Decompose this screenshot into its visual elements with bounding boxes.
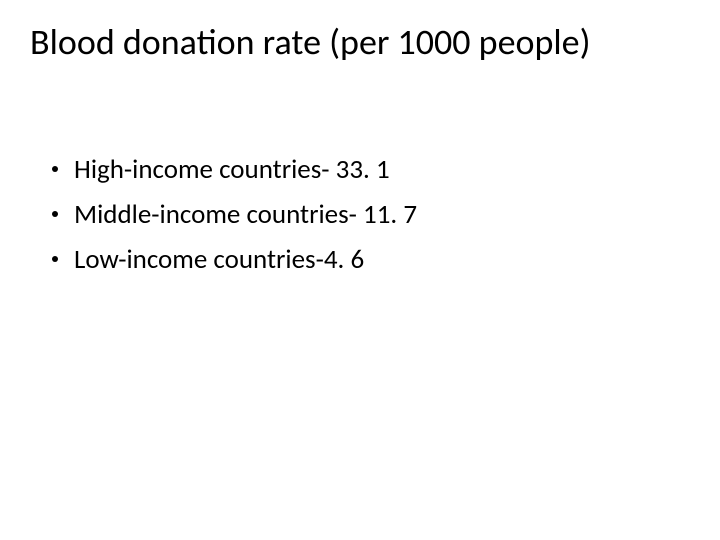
bullet-icon <box>52 166 58 172</box>
list-item: Low-income countries-4. 6 <box>52 240 680 279</box>
bullet-text: High-income countries- 33. 1 <box>74 150 680 189</box>
slide: Blood donation rate (per 1000 people) Hi… <box>0 0 720 540</box>
bullet-text: Middle-income countries- 11. 7 <box>74 195 680 234</box>
slide-title: Blood donation rate (per 1000 people) <box>30 22 690 63</box>
bullet-icon <box>52 211 58 217</box>
list-item: Middle-income countries- 11. 7 <box>52 195 680 234</box>
list-item: High-income countries- 33. 1 <box>52 150 680 189</box>
bullet-text: Low-income countries-4. 6 <box>74 240 680 279</box>
slide-body: High-income countries- 33. 1 Middle-inco… <box>52 150 680 285</box>
bullet-icon <box>52 256 58 262</box>
